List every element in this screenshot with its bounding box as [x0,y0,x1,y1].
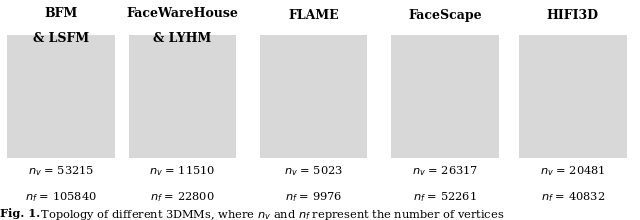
Text: $n_f$ = 9976: $n_f$ = 9976 [285,190,342,204]
Text: BFM: BFM [44,7,77,20]
Bar [7,35,115,158]
Text: $n_v$ = 11510: $n_v$ = 11510 [149,164,216,178]
Text: & LSFM: & LSFM [33,32,89,45]
Text: $n_v$ = 26317: $n_v$ = 26317 [412,164,478,178]
Bar [391,35,499,158]
Text: Fig. 1.: Fig. 1. [0,208,40,219]
Bar [129,35,236,158]
Text: & LYHM: & LYHM [153,32,212,45]
Bar [260,35,367,158]
Text: $n_v$ = 53215: $n_v$ = 53215 [28,164,94,178]
Text: FaceScape: FaceScape [408,9,482,22]
Text: $n_f$ = 52261: $n_f$ = 52261 [413,190,477,204]
Text: $n_v$ = 5023: $n_v$ = 5023 [284,164,343,178]
Text: HIFI3D: HIFI3D [547,9,599,22]
Text: $n_f$ = 22800: $n_f$ = 22800 [150,190,214,204]
Text: $n_f$ = 105840: $n_f$ = 105840 [25,190,97,204]
Text: $n_f$ = 40832: $n_f$ = 40832 [541,190,605,204]
Text: FaceWareHouse: FaceWareHouse [127,7,238,20]
Text: $n_v$ = 20481: $n_v$ = 20481 [540,164,605,178]
Bar [519,35,627,158]
Text: FLAME: FLAME [288,9,339,22]
Text: Topology of different 3DMMs, where $n_v$ and $n_f$ represent the number of verti: Topology of different 3DMMs, where $n_v$… [37,208,504,220]
